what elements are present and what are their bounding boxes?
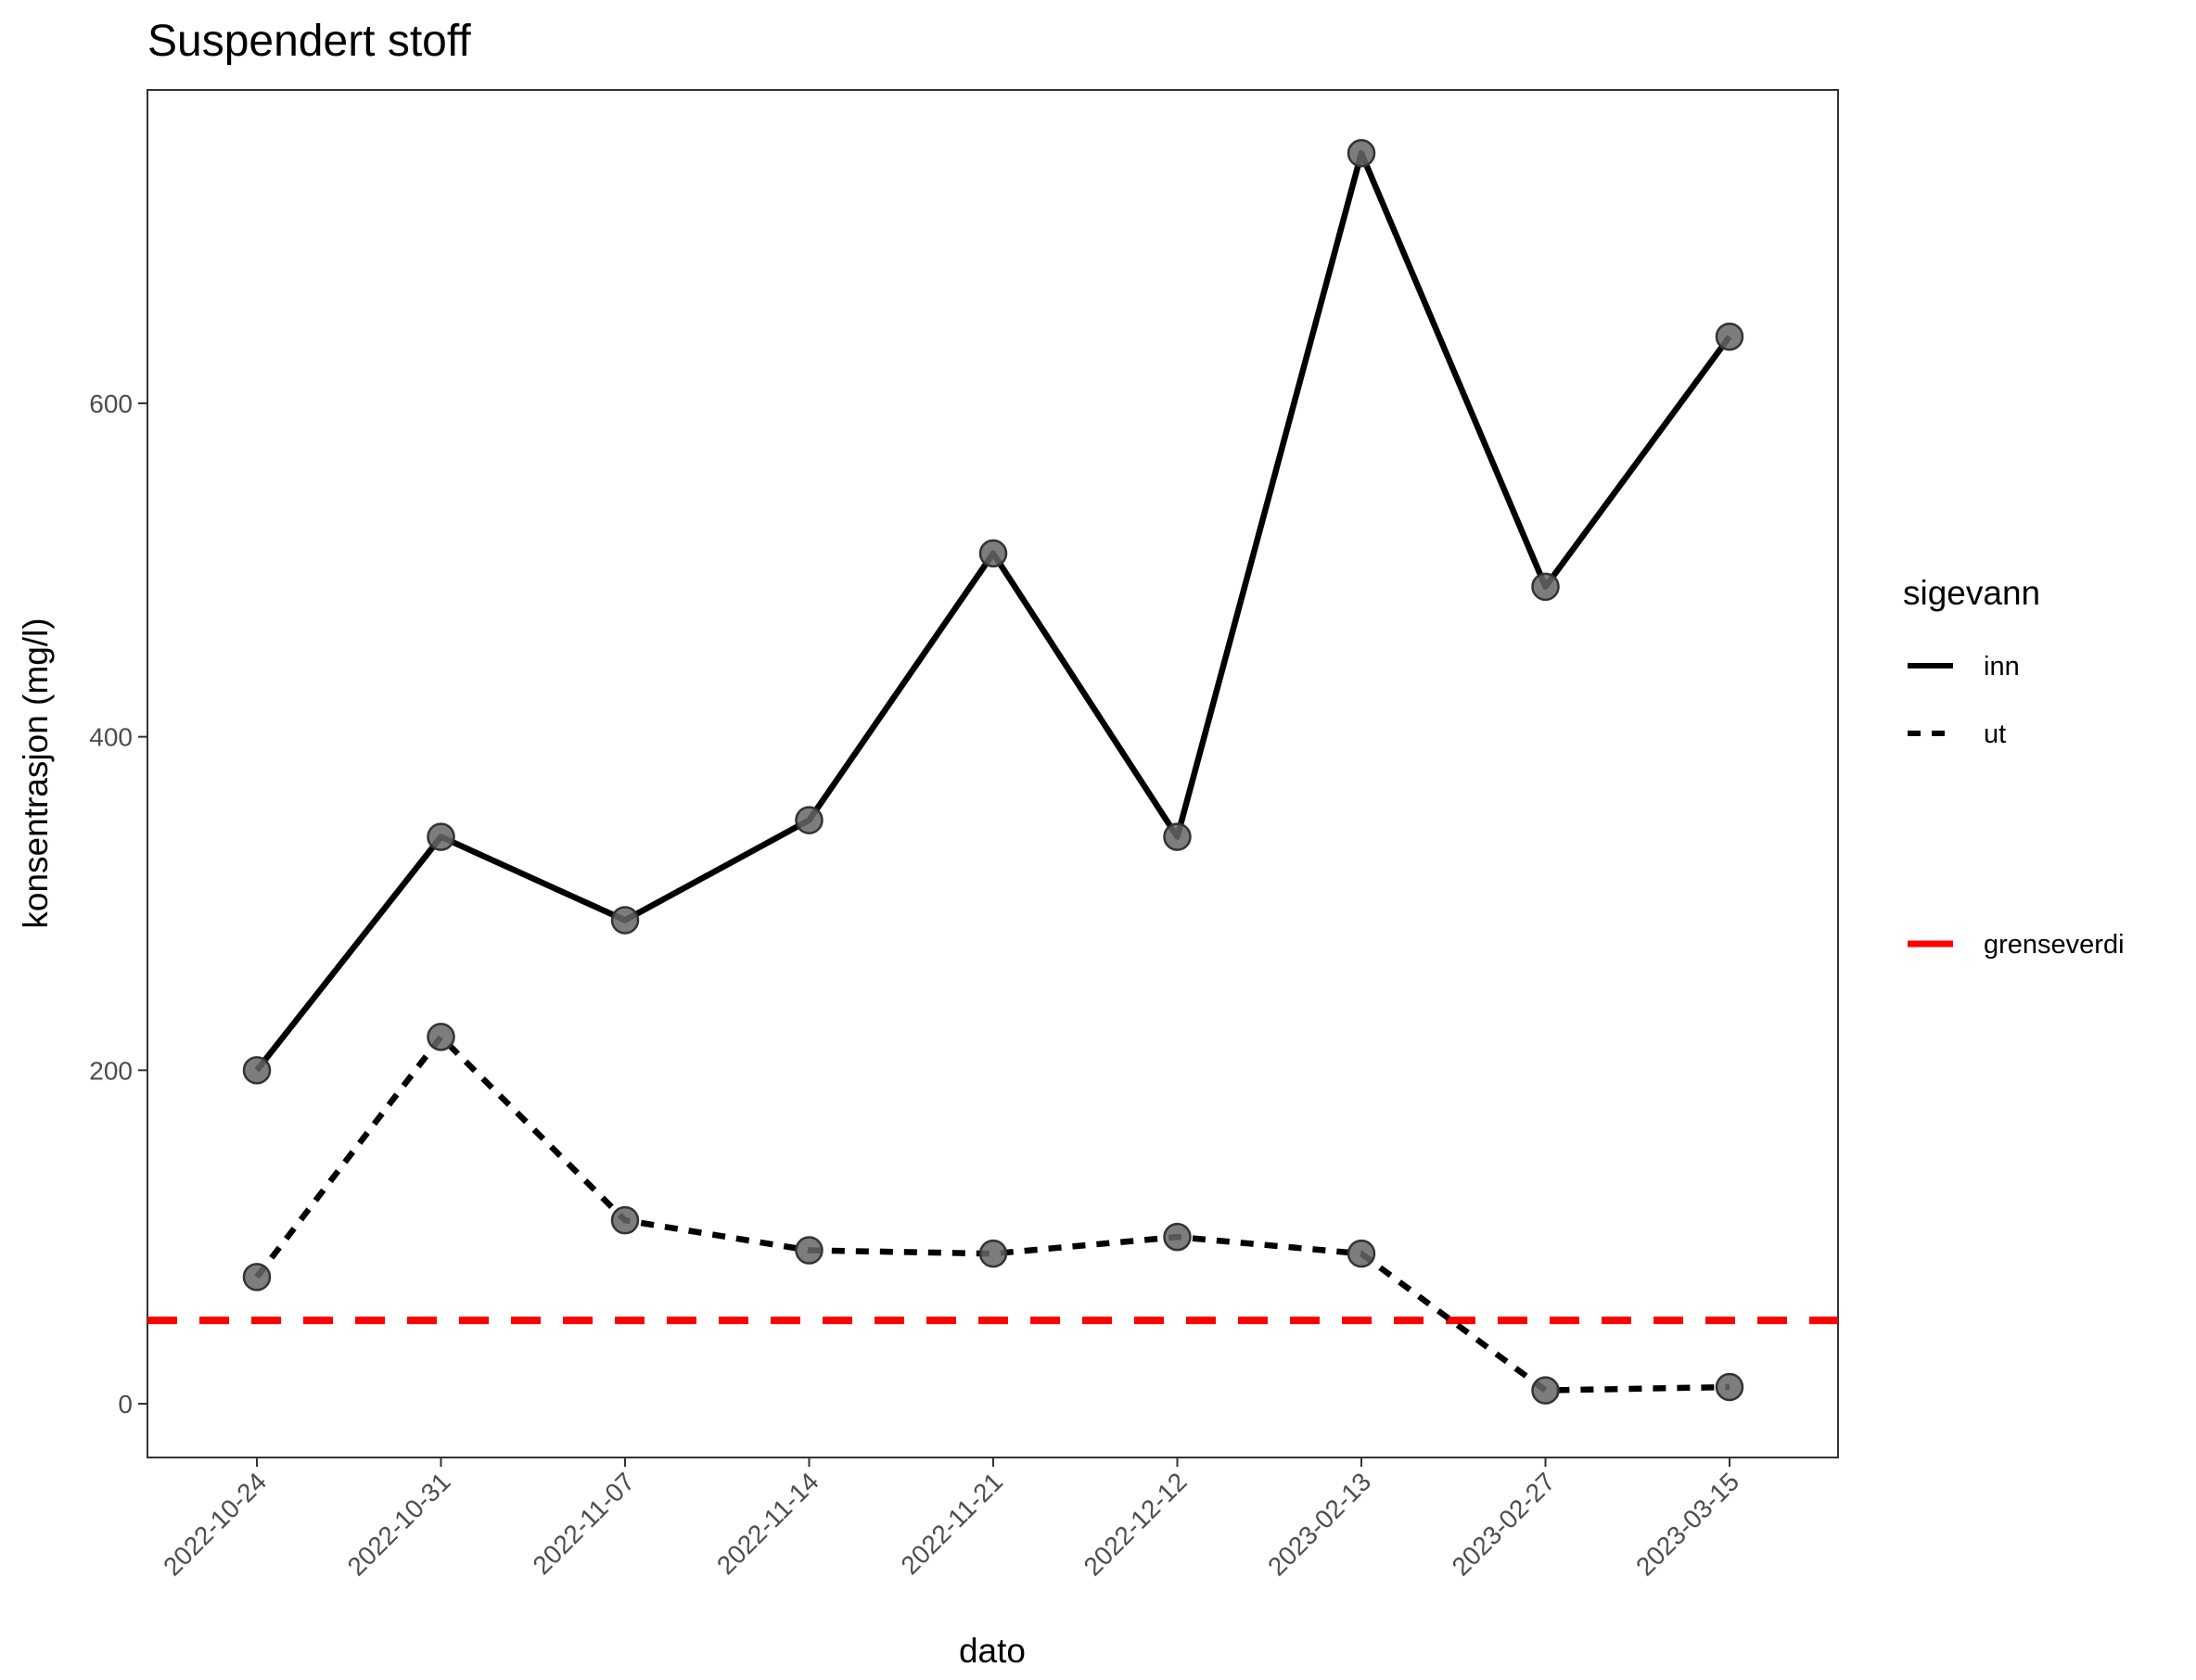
x-tick-label: 2023-02-27: [1447, 1467, 1561, 1581]
plot-panel: [147, 89, 1839, 1458]
data-point-inn-2023-03-15: [1715, 322, 1744, 351]
data-point-ut-2023-03-15: [1715, 1372, 1744, 1402]
y-tick-label: 600: [89, 389, 133, 418]
data-point-inn-2022-10-31: [427, 822, 455, 851]
x-tick-label: 2022-11-21: [896, 1467, 1009, 1580]
data-point-inn-2023-02-13: [1347, 139, 1376, 168]
legend-label-inn: inn: [1984, 652, 2020, 681]
data-point-ut-2022-10-24: [242, 1263, 272, 1292]
x-tick-label: 2022-10-24: [158, 1467, 272, 1581]
x-tick-label: 2022-11-14: [711, 1467, 824, 1580]
data-point-ut-2022-12-12: [1163, 1222, 1192, 1252]
data-point-ut-2022-11-14: [795, 1236, 824, 1265]
x-axis: 2022-10-24 2022-10-31 2022-11-07 2022-11-14…: [158, 1457, 1744, 1582]
y-axis-title: konsentrasjon (mg/l): [17, 617, 55, 928]
y-tick-label: 400: [89, 723, 133, 752]
y-tick-label: 200: [89, 1056, 133, 1085]
data-point-ut-2022-10-31: [427, 1023, 455, 1051]
point-layer: [242, 139, 1744, 1405]
x-axis-title: dato: [959, 1632, 1026, 1670]
x-tick-label: 2022-10-31: [342, 1467, 456, 1581]
legend-label-ut: ut: [1984, 719, 2006, 749]
data-point-inn-2023-02-27: [1531, 572, 1560, 602]
data-point-ut-2022-11-07: [610, 1205, 640, 1235]
data-point-inn-2022-10-24: [242, 1056, 272, 1085]
data-point-ut-2023-02-13: [1347, 1239, 1376, 1268]
series-line-ut: [254, 1034, 1730, 1394]
y-tick-label: 0: [118, 1390, 133, 1419]
chart-title: Suspendert stoff: [147, 17, 471, 66]
data-point-inn-2022-11-07: [610, 906, 640, 935]
legend-title: sigevann: [1903, 574, 2040, 612]
x-tick-label: 2023-02-13: [1262, 1467, 1376, 1581]
data-point-ut-2022-11-21: [978, 1239, 1008, 1268]
data-point-inn-2022-11-21: [978, 539, 1008, 568]
data-point-inn-2022-12-12: [1163, 822, 1192, 851]
legend-label-grenseverdi: grenseverdi: [1984, 930, 2125, 960]
data-point-ut-2023-02-27: [1531, 1376, 1560, 1405]
x-tick-label: 2022-12-12: [1079, 1467, 1193, 1581]
y-axis: 0 200 400 600: [89, 389, 147, 1419]
x-tick-label: 2023-03-15: [1630, 1467, 1744, 1581]
data-point-inn-2022-11-14: [795, 806, 824, 834]
x-tick-label: 2022-11-07: [528, 1467, 641, 1580]
legend: sigevann inn ut grenseverdi: [1903, 574, 2125, 960]
